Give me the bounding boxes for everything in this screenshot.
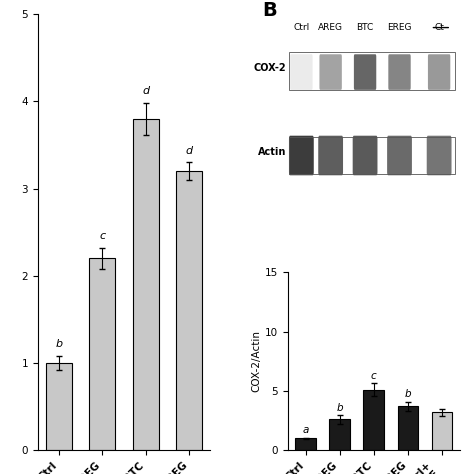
FancyBboxPatch shape <box>353 136 377 175</box>
Text: c: c <box>371 371 376 381</box>
Bar <box>329 419 350 450</box>
Bar <box>46 363 72 450</box>
Text: Ct: Ct <box>434 23 444 32</box>
Text: d: d <box>142 86 149 96</box>
Bar <box>364 390 384 450</box>
Text: b: b <box>404 389 411 399</box>
FancyBboxPatch shape <box>388 54 410 90</box>
FancyBboxPatch shape <box>354 54 376 90</box>
Bar <box>398 406 418 450</box>
Y-axis label: COX-2/Actin: COX-2/Actin <box>252 330 262 392</box>
Bar <box>295 438 316 450</box>
Text: d: d <box>186 146 193 155</box>
Bar <box>89 258 115 450</box>
FancyBboxPatch shape <box>319 54 342 90</box>
Bar <box>176 171 202 450</box>
Text: COX-2: COX-2 <box>253 63 286 73</box>
Bar <box>133 119 159 450</box>
FancyBboxPatch shape <box>318 136 343 175</box>
Bar <box>431 412 452 450</box>
Text: c: c <box>99 231 105 241</box>
FancyBboxPatch shape <box>290 54 312 90</box>
Text: b: b <box>55 339 63 349</box>
Text: a: a <box>302 426 309 436</box>
FancyBboxPatch shape <box>387 136 412 175</box>
FancyBboxPatch shape <box>428 54 450 90</box>
Text: b: b <box>337 403 343 413</box>
Text: BTC: BTC <box>356 23 374 32</box>
Text: Actin: Actin <box>257 147 286 157</box>
FancyBboxPatch shape <box>289 136 314 175</box>
Text: EREG: EREG <box>387 23 412 32</box>
Text: Ctrl: Ctrl <box>293 23 310 32</box>
Text: B: B <box>262 1 276 20</box>
FancyBboxPatch shape <box>427 136 452 175</box>
Text: AREG: AREG <box>318 23 343 32</box>
